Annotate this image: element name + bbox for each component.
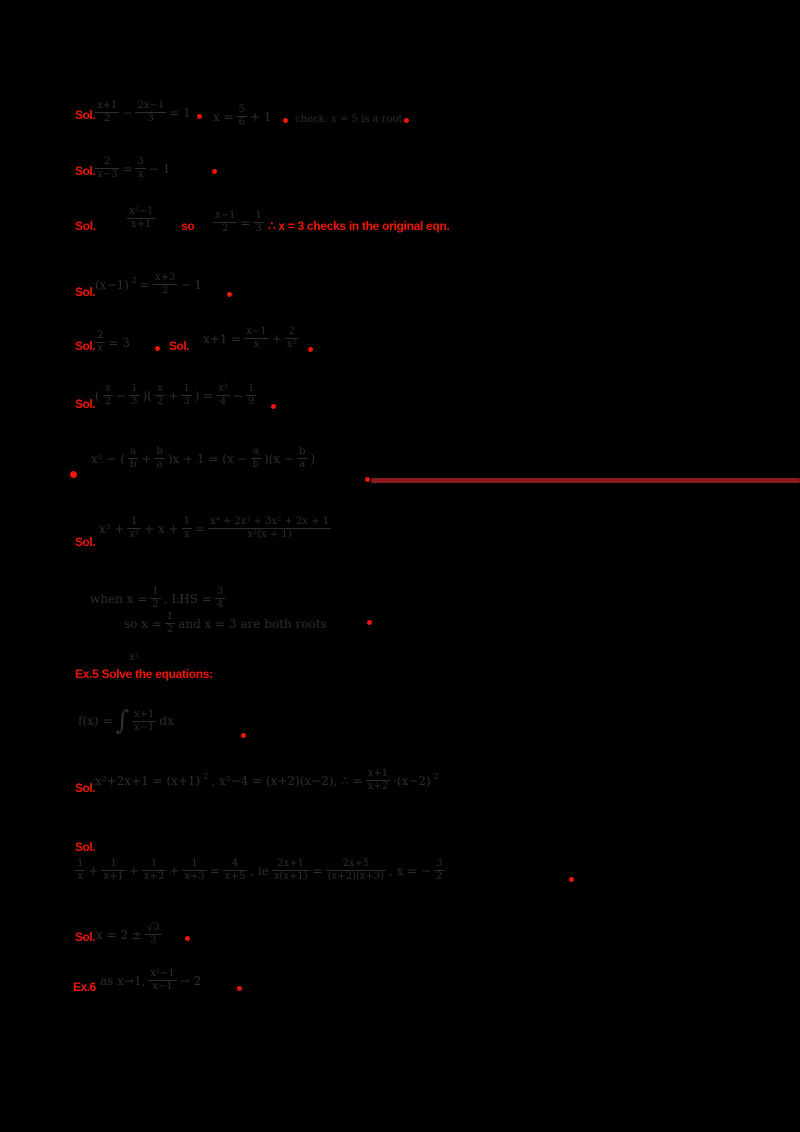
solution-label: Sol.: [75, 339, 96, 353]
red-note: so: [181, 219, 195, 233]
red-period-dot: [365, 477, 370, 482]
red-period-dot: [367, 620, 372, 625]
math-expression: x² +1 x² + x +1 x = x⁴ + 2x³ + 3x² + 2x + 1 x²…: [99, 516, 332, 540]
red-period-dot: [404, 118, 409, 123]
solution-label: Sol.: [169, 339, 190, 353]
red-period-dot: [271, 404, 276, 409]
red-period-dot: [185, 936, 190, 941]
solution-label: Sol.: [75, 164, 96, 178]
red-note: Sol.: [75, 219, 96, 233]
solution-label: Sol.: [75, 535, 96, 549]
math-expression: 1 x +1 x+1 +1 x+2 +1 x+3 = 4 x+5, ie 2x+1 x(x+1) = 2x+…: [75, 858, 445, 882]
solution-label: Sol.: [75, 930, 96, 944]
math-expression: 2 x−3 = 3 x − 1: [95, 156, 171, 180]
math-expression: (x−1) 2 = x+3 2− 1: [95, 272, 202, 296]
math-expression: check: x = 5 is a root: [295, 114, 403, 125]
math-expression: x+1 2−2x−1 3 = 1: [95, 100, 191, 124]
math-expression: x²−1 x+1: [127, 206, 156, 230]
math-expression: f(x) = ∫ x+1 x−1 dx: [78, 706, 174, 736]
red-divider-line: [371, 478, 800, 483]
math-expression: x−1 2 = 1 3: [213, 210, 264, 234]
red-period-dot: [155, 346, 160, 351]
math-expression: when x = 1 2, LHS = 3 4: [90, 586, 226, 610]
math-expression: so x = 1 2 and x = 3 are both roots: [124, 611, 327, 635]
math-expression: as x→1, x²−1 x−1 → 2: [100, 968, 202, 992]
math-expression: x = 2 ± √3 3: [96, 922, 162, 946]
red-period-dot: [283, 118, 288, 123]
math-expression: x+1 = x−1 x +2 x²: [203, 326, 299, 350]
math-expression: x² − (a b + b a)x + 1 = (x − a b)(x − b a): [91, 446, 316, 470]
red-heading: Ex.5 Solve the equations:: [75, 667, 213, 681]
math-expression: 2 x = 3: [95, 330, 130, 354]
red-conclusion: ∴ x = 3 checks in the original eqn.: [268, 219, 450, 233]
solution-label: Sol.: [75, 840, 96, 854]
example-label: Ex.6: [73, 980, 96, 994]
solution-label: Sol.: [75, 285, 96, 299]
red-period-dot: [197, 114, 202, 119]
red-period-dot: [237, 986, 242, 991]
solution-label: Sol.: [75, 397, 96, 411]
solution-label: Sol.: [75, 781, 96, 795]
math-expression: x²+2x+1 = (x+1) 2, x²−4 = (x+2)(x−2), ∴ =…: [95, 768, 439, 792]
red-period-dot: [241, 733, 246, 738]
solution-label: Sol.: [75, 108, 96, 122]
math-expression: (x 2−1 3)(x 2 +1 3) = x² 4−1 9: [95, 383, 257, 407]
red-period-dot: [227, 292, 232, 297]
red-period-dot: [308, 347, 313, 352]
math-expression: x = 5 6 + 1: [213, 104, 272, 128]
red-period-dot: [212, 169, 217, 174]
superscript-note: x²: [129, 652, 139, 663]
red-period-dot: [569, 877, 574, 882]
red-bullet-dot: [70, 471, 77, 478]
